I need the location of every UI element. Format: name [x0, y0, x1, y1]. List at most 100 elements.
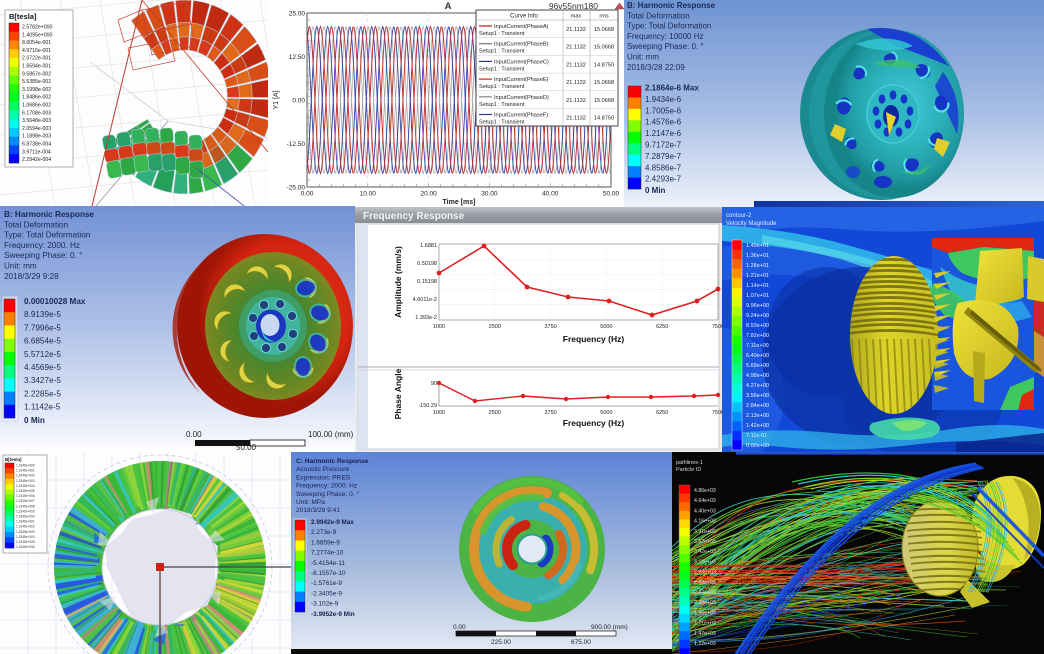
svg-text:Sweeping Phase: 0. °: Sweeping Phase: 0. °	[4, 251, 82, 260]
svg-text:1.2345e+002: 1.2345e+002	[16, 525, 35, 529]
svg-text:2.0594e-003: 2.0594e-003	[22, 126, 51, 132]
svg-text:1.2345e+001: 1.2345e+001	[16, 469, 35, 473]
svg-text:2018/3/28 22:09: 2018/3/28 22:09	[627, 63, 685, 72]
svg-text:Sweeping Phase: 0. °: Sweeping Phase: 0. °	[296, 490, 359, 498]
svg-text:0.00010028 Max: 0.00010028 Max	[24, 297, 86, 306]
svg-text:Frequency Response: Frequency Response	[363, 211, 465, 222]
svg-text:1.6594e-001: 1.6594e-001	[22, 64, 51, 70]
svg-text:Setup1 : Transient: Setup1 : Transient	[479, 49, 525, 55]
svg-text:1.71e+03: 1.71e+03	[694, 621, 716, 627]
svg-text:0.00: 0.00	[186, 430, 202, 439]
svg-text:4.4569e-5: 4.4569e-5	[24, 363, 61, 372]
svg-text:1.49e+01: 1.49e+01	[746, 243, 769, 249]
svg-text:3.9711e-004: 3.9711e-004	[22, 149, 51, 155]
svg-text:0 Min: 0 Min	[24, 416, 45, 425]
svg-text:1000: 1000	[433, 410, 445, 416]
svg-text:-25.00: -25.00	[287, 185, 306, 192]
svg-text:1.42e+00: 1.42e+00	[746, 423, 769, 429]
svg-text:3.18e+03: 3.18e+03	[694, 559, 716, 565]
svg-text:1.8486e-002: 1.8486e-002	[22, 95, 51, 101]
svg-text:1.2345e+004: 1.2345e+004	[16, 535, 35, 539]
svg-text:2.93e+03: 2.93e+03	[694, 570, 716, 576]
svg-text:-1.5761e-9: -1.5761e-9	[311, 580, 342, 587]
svg-text:2018/3/29 9:41: 2018/3/29 9:41	[296, 507, 340, 514]
svg-text:0.15198: 0.15198	[417, 279, 437, 285]
svg-text:7500: 7500	[712, 324, 722, 330]
svg-text:15.0668: 15.0668	[594, 27, 614, 33]
svg-text:10.00: 10.00	[360, 191, 377, 198]
svg-text:-2.3405e-9: -2.3405e-9	[311, 590, 342, 597]
svg-text:21.1132: 21.1132	[566, 98, 586, 104]
svg-text:3.42e+03: 3.42e+03	[694, 549, 716, 555]
svg-text:15.0668: 15.0668	[594, 98, 614, 104]
svg-text:Total Deformation: Total Deformation	[627, 11, 690, 20]
svg-text:1.1898e-003: 1.1898e-003	[22, 134, 51, 140]
svg-text:Curve Info: Curve Info	[510, 14, 538, 20]
svg-text:4.98e+00: 4.98e+00	[746, 373, 769, 379]
svg-text:21.1132: 21.1132	[566, 62, 586, 68]
svg-text:2.5782e+000: 2.5782e+000	[22, 25, 53, 31]
svg-text:-12.50: -12.50	[287, 141, 306, 148]
svg-text:B: Harmonic Response: B: Harmonic Response	[627, 1, 716, 10]
svg-text:1.14e+01: 1.14e+01	[746, 283, 769, 289]
svg-text:0 Min: 0 Min	[645, 186, 666, 195]
svg-text:Unit: mm: Unit: mm	[627, 53, 659, 62]
svg-text:Frequency: 2000. Hz: Frequency: 2000. Hz	[4, 241, 80, 250]
svg-text:50.00: 50.00	[603, 191, 620, 198]
svg-text:3.56e+00: 3.56e+00	[746, 393, 769, 399]
svg-text:7.11e+00: 7.11e+00	[746, 343, 769, 349]
svg-text:Setup1 : Transient: Setup1 : Transient	[479, 66, 525, 72]
svg-text:Frequency (Hz): Frequency (Hz)	[563, 418, 625, 428]
svg-text:8.9139e-5: 8.9139e-5	[24, 310, 61, 319]
svg-text:2.2942e-004: 2.2942e-004	[22, 157, 51, 163]
svg-text:B[tesla]: B[tesla]	[5, 457, 22, 462]
svg-text:4.8586e-7: 4.8586e-7	[645, 163, 682, 172]
svg-text:Sweeping Phase: 0. °: Sweeping Phase: 0. °	[627, 42, 704, 51]
svg-text:2.44e+03: 2.44e+03	[694, 590, 716, 596]
svg-text:rms: rms	[599, 14, 608, 20]
svg-text:1.2345e+005: 1.2345e+005	[16, 489, 35, 493]
svg-text:1.9434e-6: 1.9434e-6	[645, 95, 682, 104]
svg-text:1.0686e-002: 1.0686e-002	[22, 103, 51, 109]
svg-text:Unit: MPa: Unit: MPa	[296, 499, 325, 506]
svg-text:2.4293e-7: 2.4293e-7	[645, 175, 682, 184]
svg-text:Time [ms]: Time [ms]	[443, 199, 476, 206]
svg-text:Expression: PRES: Expression: PRES	[296, 474, 351, 481]
svg-text:pathlines-1: pathlines-1	[676, 460, 703, 466]
svg-text:max: max	[571, 14, 582, 20]
svg-text:225.00: 225.00	[491, 639, 511, 646]
svg-text:21.1132: 21.1132	[566, 80, 586, 86]
svg-text:2.2285e-5: 2.2285e-5	[24, 389, 61, 398]
svg-text:Type: Total Deformation: Type: Total Deformation	[627, 22, 711, 31]
svg-text:1.21e+01: 1.21e+01	[746, 273, 769, 279]
svg-text:6250: 6250	[656, 410, 668, 416]
svg-text:1.2345e+006: 1.2345e+006	[16, 545, 35, 549]
svg-text:1.28e+01: 1.28e+01	[746, 263, 769, 269]
svg-text:1.07e+01: 1.07e+01	[746, 293, 769, 299]
svg-text:8.6054e-001: 8.6054e-001	[22, 40, 51, 46]
svg-text:0.00e+00: 0.00e+00	[746, 443, 769, 449]
svg-text:1.2345e+003: 1.2345e+003	[16, 479, 35, 483]
svg-text:Y1 [A]: Y1 [A]	[273, 90, 280, 109]
svg-text:-3.9952e-9 Min: -3.9952e-9 Min	[311, 611, 355, 618]
svg-text:4.86e+03: 4.86e+03	[694, 488, 716, 494]
svg-text:96v55nm180: 96v55nm180	[549, 1, 598, 11]
svg-text:2500: 2500	[489, 324, 501, 330]
svg-text:2.0722e-001: 2.0722e-001	[22, 56, 51, 62]
svg-text:1000: 1000	[433, 324, 445, 330]
svg-text:900.00 (mm): 900.00 (mm)	[591, 624, 628, 631]
svg-text:100.00 (mm): 100.00 (mm)	[308, 430, 354, 439]
svg-text:7.82e+00: 7.82e+00	[746, 333, 769, 339]
svg-text:7.2879e-7: 7.2879e-7	[645, 152, 682, 161]
svg-text:5.5385e-002: 5.5385e-002	[22, 79, 51, 85]
svg-text:Frequency: 10000 Hz: Frequency: 10000 Hz	[627, 32, 704, 41]
svg-text:Particle ID: Particle ID	[676, 467, 701, 473]
svg-text:1.2345e+007: 1.2345e+007	[16, 499, 35, 503]
svg-text:0.00: 0.00	[453, 624, 466, 631]
svg-text:14.8750: 14.8750	[594, 62, 614, 68]
svg-text:Amplitude (mm/s): Amplitude (mm/s)	[393, 246, 403, 318]
svg-text:1.4576e-6: 1.4576e-6	[645, 118, 682, 127]
svg-text:-8.1557e-10: -8.1557e-10	[311, 570, 346, 577]
svg-text:InputCurrent(PhaseD): InputCurrent(PhaseD)	[494, 95, 549, 101]
svg-text:3.91e+03: 3.91e+03	[694, 529, 716, 535]
